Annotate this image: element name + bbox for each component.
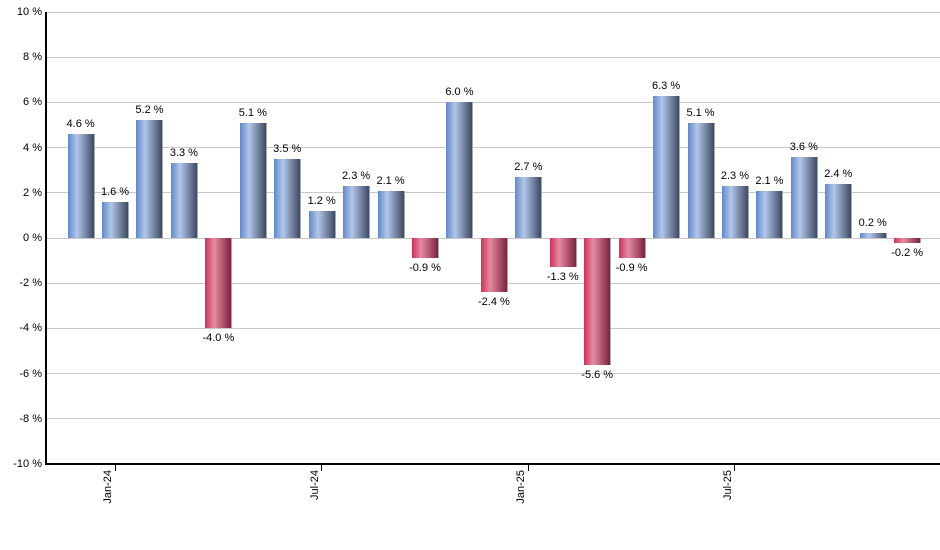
x-tick-mark <box>734 465 736 471</box>
bar-value-label: 2.3 % <box>720 170 750 183</box>
bar-value-label: 5.1 % <box>686 106 715 119</box>
bar-value-label: -1.3 % <box>546 271 579 284</box>
bar-value-label: 2.3 % <box>342 170 371 183</box>
y-gridline <box>47 418 940 420</box>
y-tick-label: -2 % <box>19 277 42 290</box>
y-gridline <box>47 11 940 13</box>
bar-positive <box>859 233 886 238</box>
bar-value-label: -0.9 % <box>615 262 648 275</box>
x-tick-mark <box>114 465 116 471</box>
bar-positive <box>721 186 748 238</box>
bar-positive <box>136 120 163 238</box>
bar-value-label: -0.9 % <box>409 262 441 275</box>
x-tick-mark <box>527 465 529 471</box>
bar-value-label: 3.5 % <box>273 142 302 155</box>
y-tick-label: 10 % <box>16 6 42 18</box>
bar-positive <box>102 201 129 238</box>
bar-value-label: 1.2 % <box>307 194 336 207</box>
y-tick-label: -10 % <box>13 458 42 470</box>
bar-value-label: 2.1 % <box>755 174 784 187</box>
x-tick-mark <box>321 465 323 471</box>
y-gridline <box>47 147 940 149</box>
bar-value-label: -4.0 % <box>202 332 235 345</box>
bar-value-label: 6.3 % <box>652 79 681 92</box>
y-tick-label: -8 % <box>19 412 42 425</box>
bar-value-label: 6.0 % <box>445 86 474 99</box>
bar-negative <box>618 238 645 259</box>
bar-positive <box>308 210 335 238</box>
bar-value-label: 3.3 % <box>169 147 198 160</box>
y-tick-label: 6 % <box>23 96 42 109</box>
x-tick-label: Jan-25 <box>515 470 528 504</box>
bar-negative <box>584 238 611 365</box>
bar-positive <box>790 156 817 238</box>
bar-value-label: 4.6 % <box>66 118 95 131</box>
bar-value-label: 2.4 % <box>824 167 853 180</box>
x-tick-label: Jul-24 <box>308 470 321 500</box>
bar-value-label: -2.4 % <box>477 296 510 309</box>
bar-positive <box>653 95 680 238</box>
bar-negative <box>480 238 507 293</box>
bar-positive <box>756 190 783 238</box>
bar-value-label: 2.1 % <box>376 174 405 187</box>
bar-value-label: 5.1 % <box>238 106 267 119</box>
bar-negative <box>549 238 576 268</box>
y-gridline <box>47 327 940 329</box>
x-axis-line <box>45 463 940 465</box>
y-gridline <box>47 373 940 375</box>
y-tick-label: 4 % <box>23 141 42 154</box>
bar-positive <box>67 134 94 238</box>
y-axis-line <box>45 12 47 465</box>
bar-negative <box>205 238 232 329</box>
x-tick-label: Jan-24 <box>102 470 115 504</box>
bar-positive <box>377 190 404 238</box>
bar-positive <box>687 122 714 238</box>
bar-positive <box>274 158 301 238</box>
bar-value-label: 2.7 % <box>514 160 543 173</box>
y-tick-label: 8 % <box>23 51 42 64</box>
bar-value-label: 5.2 % <box>135 104 164 117</box>
bar-value-label: -0.2 % <box>891 246 924 259</box>
y-gridline <box>47 192 940 194</box>
bar-positive <box>515 176 542 238</box>
x-tick-label: Jul-25 <box>721 470 734 500</box>
bar-value-label: 1.6 % <box>100 185 130 198</box>
bar-positive <box>239 122 266 238</box>
y-gridline <box>47 101 940 103</box>
bar-negative <box>412 238 438 259</box>
bar-positive <box>446 102 473 238</box>
bar-value-label: 3.6 % <box>789 140 818 153</box>
y-gridline <box>47 56 940 58</box>
y-tick-label: -6 % <box>19 367 42 380</box>
bar-positive <box>170 163 197 238</box>
y-tick-label: -4 % <box>19 322 42 335</box>
bar-value-label: -5.6 % <box>581 368 614 381</box>
y-tick-label: 2 % <box>23 186 42 199</box>
bar-negative <box>894 238 921 243</box>
bar-value-label: 0.2 % <box>858 217 887 230</box>
bar-positive <box>343 186 370 238</box>
bar-positive <box>825 183 852 238</box>
y-tick-label: 0 % <box>23 232 42 244</box>
